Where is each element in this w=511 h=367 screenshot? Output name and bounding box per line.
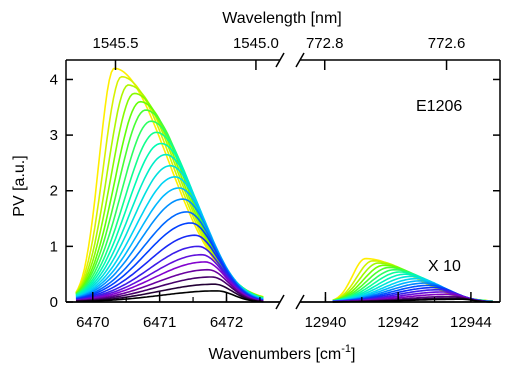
bottom-axis-break-mark: [295, 294, 305, 310]
top-axis-break-mark: [275, 52, 285, 68]
axis-ticks: 0 1 2 3 4 6470 6471 6472 12940 12942 12944 1545.5 15…: [50, 35, 500, 331]
y-tick-label: 0: [50, 294, 58, 311]
bottom-axis-title-main: Wavenumbers [cm: [208, 346, 341, 363]
left-top-tick-label: 1545.5: [93, 35, 139, 52]
left-series-line: [75, 261, 264, 302]
left-series-line: [75, 283, 264, 303]
left-series-line: [75, 234, 264, 302]
right-top-tick-label: 772.8: [306, 35, 344, 52]
left-series-line: [75, 222, 264, 301]
left-series-line: [75, 276, 264, 303]
top-axis-title: Wavelength [nm]: [222, 10, 341, 27]
right-x-tick-label: 12940: [305, 314, 347, 331]
left-top-tick-label: 1545.0: [233, 35, 279, 52]
left-x-tick-label: 6471: [143, 314, 176, 331]
bottom-axis-title: Wavenumbers [cm-1]: [208, 343, 355, 363]
left-x-tick-label: 6472: [210, 314, 243, 331]
y-tick-label: 4: [50, 71, 58, 88]
left-panel-curves: [66, 67, 280, 303]
y-tick-label: 1: [50, 238, 58, 255]
left-x-tick-label: 6470: [76, 314, 109, 331]
scale-annotation: X 10: [428, 258, 461, 275]
right-top-tick-label: 772.6: [428, 35, 466, 52]
y-tick-label: 2: [50, 183, 58, 200]
left-series-line: [75, 268, 264, 303]
right-x-tick-label: 12942: [377, 314, 419, 331]
plot-frame: [65, 52, 501, 310]
bottom-axis-title-end: ]: [351, 346, 355, 363]
right-panel-curves: [300, 257, 500, 303]
y-axis-title: PV [a.u.]: [11, 155, 28, 216]
left-series-line: [76, 290, 264, 303]
bottom-axis-title-superscript: -1: [341, 343, 351, 355]
top-axis-break-mark: [295, 52, 305, 68]
left-series-line: [75, 67, 264, 298]
y-tick-label: 3: [50, 127, 58, 144]
bottom-axis-break-mark: [275, 294, 285, 310]
sample-annotation: E1206: [416, 98, 462, 115]
right-x-tick-label: 12944: [450, 314, 492, 331]
